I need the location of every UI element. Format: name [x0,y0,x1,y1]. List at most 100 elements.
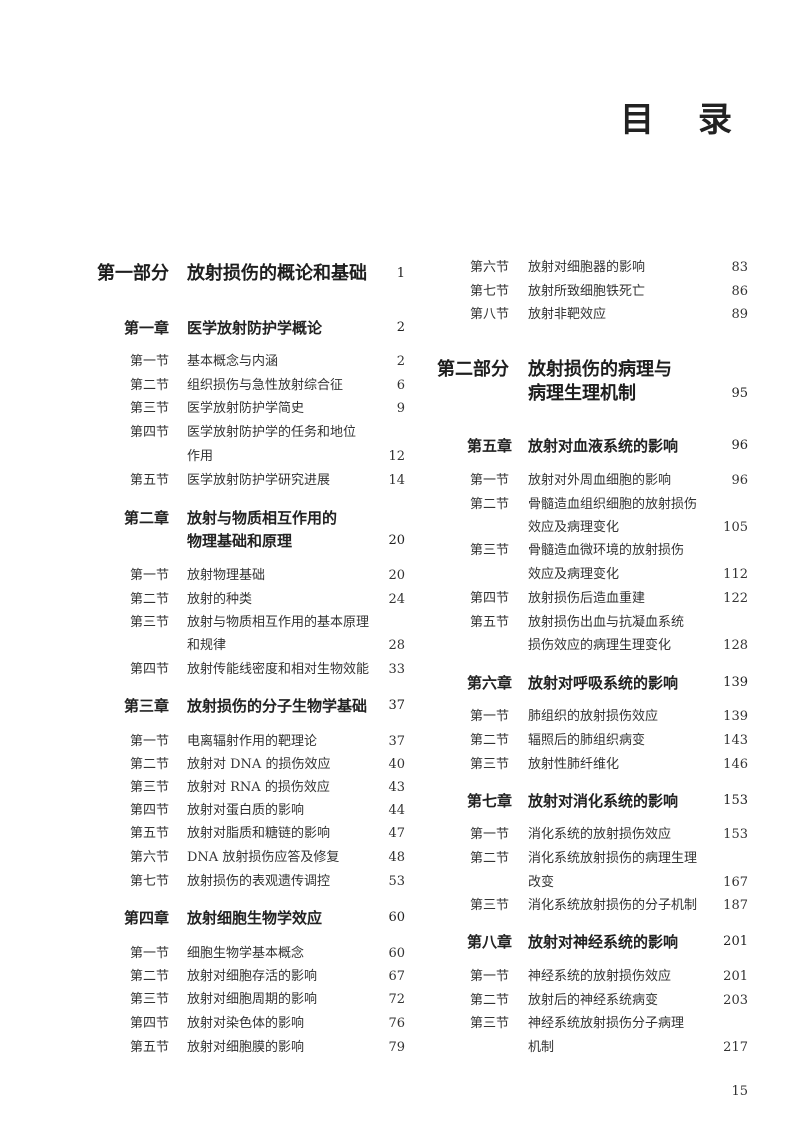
toc-entry-sec: 第一节 电离辐射作用的靶理论 37 [0,734,800,762]
toc-entry-sec: 第六节 放射对细胞器的影响 83 [0,260,800,288]
entry-title: 组织损伤与急性放射综合征 [187,378,344,393]
toc-entry-sec: 第三节 放射与物质相互作用的基本原理 [0,615,800,643]
toc-entry-sec: 第四节 放射损伤后造血重建 122 [0,591,800,619]
entry-title: 放射损伤后造血重建 [528,591,646,606]
entry-title: DNA 放射损伤应答及修复 [187,850,340,865]
entry-label: 第五节 [470,615,510,630]
toc-entry-sec: 第一节 基本概念与内涵 2 [0,354,800,382]
entry-page: 143 [723,733,748,748]
toc-entry-part: 第二部分 放射损伤的病理与 [0,360,800,390]
entry-page: 86 [731,284,748,299]
entry-page: 139 [723,709,748,724]
entry-label: 第四节 [130,662,170,677]
entry-title: 放射对 DNA 的损伤效应 [187,757,331,772]
toc-entry-sec: 第三节 放射对 RNA 的损伤效应 43 [0,780,800,808]
entry-page: 1 [396,266,405,281]
toc-entry-continuation: 效应及病理变化 112 [0,567,800,595]
entry-title: 神经系统的放射损伤效应 [528,969,672,984]
entry-page: 37 [388,734,405,749]
entry-label: 第一节 [130,354,170,369]
toc-entry-chap: 第七章 放射对消化系统的影响 153 [0,792,800,821]
entry-label: 第七节 [470,284,510,299]
toc-entry-sec: 第二节 骨髓造血组织细胞的放射损伤 [0,497,800,525]
toc-entry-sec: 第二节 放射的种类 24 [0,592,800,620]
entry-title: 消化系统的放射损伤效应 [528,827,672,842]
toc-entry-continuation: 机制 217 [0,1040,800,1068]
entry-label: 第三节 [470,898,510,913]
entry-page: 53 [388,874,405,889]
entry-page: 2 [396,320,405,335]
toc-entry-continuation: 和规律 28 [0,638,800,666]
entry-title: 基本概念与内涵 [187,354,279,369]
entry-page: 72 [388,992,405,1007]
entry-page: 105 [723,520,748,535]
entry-page: 67 [388,969,405,984]
entry-page: 153 [723,827,748,842]
entry-title: 放射后的神经系统病变 [528,993,659,1008]
entry-page: 9 [396,401,405,416]
entry-label: 第五节 [130,1040,170,1055]
toc-entry-continuation: 作用 12 [0,449,800,477]
entry-title: 改变 [528,875,555,890]
entry-page: 43 [388,780,405,795]
entry-title: 效应及病理变化 [528,520,620,535]
entry-label: 第五节 [130,473,170,488]
entry-page: 76 [388,1016,405,1031]
entry-page: 48 [388,850,405,865]
entry-label: 第一章 [124,319,170,337]
entry-label: 第四节 [470,591,510,606]
entry-title: 放射损伤的概论和基础 [187,263,367,284]
entry-label: 第六节 [130,850,170,865]
entry-label: 第七章 [467,792,513,810]
entry-label: 第一节 [130,568,170,583]
entry-label: 第二节 [130,969,170,984]
entry-label: 第三节 [470,757,510,772]
entry-label: 第二章 [124,509,170,527]
toc-entry-sec: 第二节 消化系统放射损伤的病理生理 [0,851,800,879]
entry-page: 60 [388,946,405,961]
entry-label: 第一节 [130,734,170,749]
entry-page: 139 [723,675,748,690]
entry-label: 第一节 [470,473,510,488]
entry-page: 2 [396,354,405,369]
toc-entry-sec: 第一节 放射对外周血细胞的影响 96 [0,473,800,501]
entry-page: 167 [723,875,748,890]
entry-page: 83 [731,260,748,275]
entry-page: 128 [723,638,748,653]
entry-page: 146 [723,757,748,772]
entry-title: 放射对神经系统的影响 [528,933,679,951]
entry-label: 第三节 [130,401,170,416]
toc-entry-chap: 第六章 放射对呼吸系统的影响 139 [0,674,800,703]
toc-entry-chap: 第四章 放射细胞生物学效应 60 [0,909,800,938]
entry-page: 203 [723,993,748,1008]
entry-title: 医学放射防护学研究进展 [187,473,331,488]
entry-title: 医学放射防护学简史 [187,401,305,416]
entry-title: 骨髓造血组织细胞的放射损伤 [528,497,698,512]
entry-title: 放射对 RNA 的损伤效应 [187,780,330,795]
entry-title: 放射性肺纤维化 [528,757,620,772]
entry-title: 医学放射防护学概论 [187,319,323,337]
toc-entry-sec: 第三节 神经系统放射损伤分子病理 [0,1016,800,1044]
entry-label: 第三节 [130,992,170,1007]
toc-entry-sec: 第六节 DNA 放射损伤应答及修复 48 [0,850,800,878]
toc-entry-continuation: 损伤效应的病理生理变化 128 [0,638,800,666]
entry-label: 第七节 [130,874,170,889]
toc-entry-sec: 第五节 医学放射防护学研究进展 14 [0,473,800,501]
entry-title: 放射损伤的表观遗传调控 [187,874,331,889]
toc-entry-sec: 第二节 放射对 DNA 的损伤效应 40 [0,757,800,785]
toc-entry-sec: 第一节 放射物理基础 20 [0,568,800,596]
entry-title: 放射传能线密度和相对生物效能 [187,662,370,677]
entry-page: 12 [388,449,405,464]
entry-title: 细胞生物学基本概念 [187,946,305,961]
entry-label: 第四节 [130,1016,170,1031]
entry-title: 放射对细胞膜的影响 [187,1040,305,1055]
entry-title: 肺组织的放射损伤效应 [528,709,659,724]
toc-entry-sec: 第三节 骨髓造血微环境的放射损伤 [0,543,800,571]
entry-label: 第五章 [467,437,513,455]
entry-title: 放射对染色体的影响 [187,1016,305,1031]
entry-label: 第六节 [470,260,510,275]
entry-label: 第二节 [130,757,170,772]
entry-label: 第三章 [124,697,170,715]
entry-label: 第一节 [470,709,510,724]
toc-entry-part: 第一部分 放射损伤的概论和基础 1 [0,264,800,294]
